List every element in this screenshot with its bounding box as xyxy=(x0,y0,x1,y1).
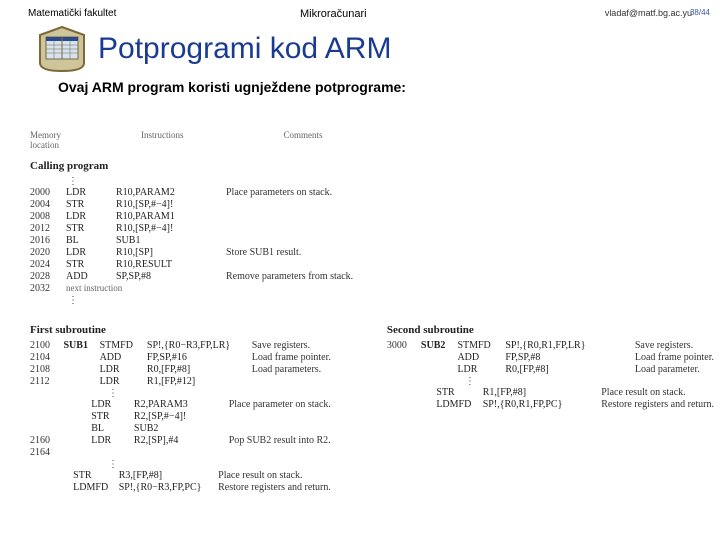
course-label: Mikroračunari xyxy=(300,8,367,20)
ellipsis: ⋮ xyxy=(20,388,337,399)
ellipsis: ⋮ xyxy=(20,176,720,187)
calling-program-table: 2000LDRR10,PARAM2Place parameters on sta… xyxy=(30,187,359,295)
ellipsis: ⋮ xyxy=(377,376,720,387)
sub1-table-c: STRR3,[FP,#8]Place result on stack. LDMF… xyxy=(30,470,337,494)
sub1-table-b: LDRR2,PARAM3Place parameter on stack. ST… xyxy=(30,399,337,459)
col-memory: Memory location xyxy=(30,130,61,150)
sub2-table-a: 3000SUB2STMFDSP!,{R0,R1,FP,LR}Save regis… xyxy=(387,340,720,376)
assembly-listing: Memory location Instructions Comments Ca… xyxy=(20,130,720,494)
first-subroutine-label: First subroutine xyxy=(30,324,337,336)
page-title: Potprogrami kod ARM xyxy=(98,32,391,66)
col-instructions: Instructions xyxy=(141,130,184,150)
second-subroutine-label: Second subroutine xyxy=(387,324,720,336)
col-comments: Comments xyxy=(284,130,323,150)
email-label: vladaf@matf.bg.ac.yu xyxy=(605,8,692,18)
calling-program-label: Calling program xyxy=(30,160,720,172)
institution-label: Matematički fakultet xyxy=(28,8,116,19)
ellipsis: ⋮ xyxy=(20,295,720,306)
university-logo xyxy=(36,25,88,73)
page-subtitle: Ovaj ARM program koristi ugnježdene potp… xyxy=(58,79,720,95)
sub2-table-b: STRR1,[FP,#8]Place result on stack. LDMF… xyxy=(387,387,720,411)
ellipsis: ⋮ xyxy=(20,459,337,470)
sub1-table-a: 2100SUB1STMFDSP!,{R0−R3,FP,LR}Save regis… xyxy=(30,340,337,388)
page-number: 38/44 xyxy=(690,8,710,17)
